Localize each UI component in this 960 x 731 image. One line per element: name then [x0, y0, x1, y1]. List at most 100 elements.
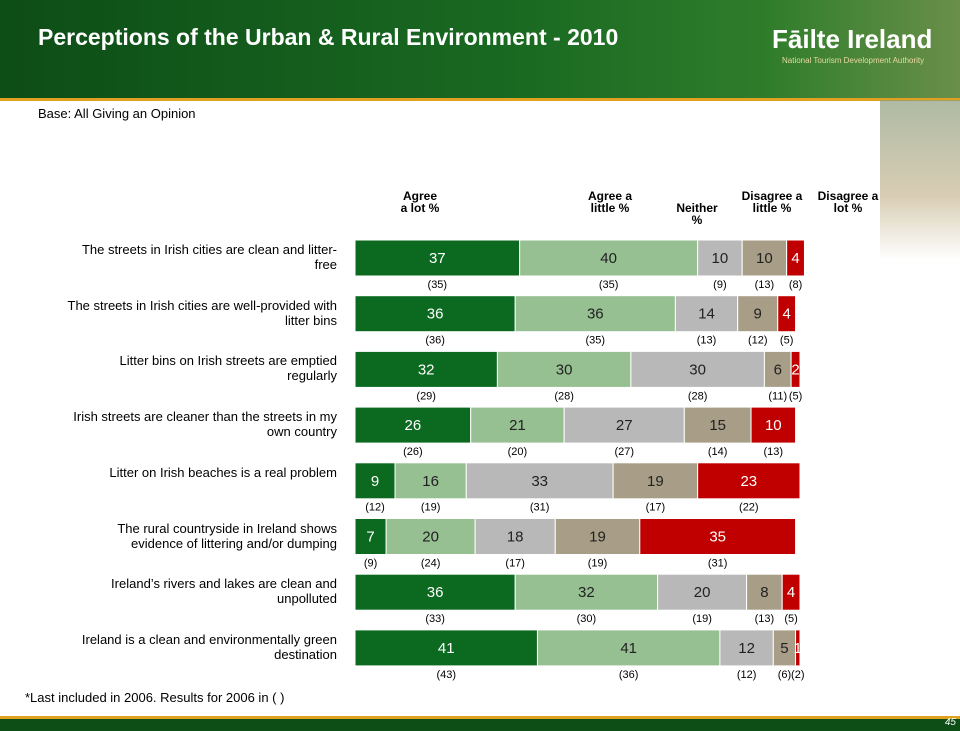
- value-label: 21: [509, 417, 526, 434]
- bar-segment: [474, 518, 556, 555]
- bar-segment: [737, 295, 779, 333]
- previous-label: (5): [789, 390, 802, 402]
- previous-label: (17): [646, 502, 666, 514]
- bar-segment: [554, 518, 641, 555]
- value-label: 12: [738, 640, 755, 657]
- previous-label: (28): [554, 390, 574, 402]
- legend-header: Disagree a little %: [741, 189, 803, 215]
- bar-segment: [465, 462, 614, 500]
- value-label: 32: [418, 361, 435, 378]
- previous-label: (35): [428, 279, 448, 291]
- value-label: 9: [754, 306, 762, 323]
- bar-segment: [354, 350, 498, 388]
- previous-label: (5): [780, 335, 793, 347]
- category-label: Irish streets are cleaner than the stree…: [73, 409, 337, 440]
- header-band: [0, 0, 960, 101]
- value-label: 30: [689, 361, 706, 378]
- value-label: 4: [791, 250, 799, 267]
- previous-label: (6): [778, 669, 791, 681]
- value-label: 16: [422, 473, 439, 490]
- value-label: 19: [589, 528, 606, 545]
- bar-segment: [354, 406, 472, 444]
- category-label: Ireland is a clean and environmentally g…: [81, 631, 337, 662]
- value-label: 14: [698, 306, 715, 323]
- value-label: 10: [765, 417, 782, 434]
- bar-segment: [470, 406, 565, 444]
- bar-segment: [657, 573, 748, 611]
- previous-label: (24): [421, 557, 441, 569]
- footer-band: [0, 716, 960, 731]
- previous-label: (31): [708, 557, 728, 569]
- value-label: 7: [366, 528, 374, 545]
- bar-segment: [536, 629, 721, 667]
- category-label: The streets in Irish cities are well-pro…: [67, 297, 338, 328]
- value-label: 36: [427, 584, 444, 601]
- value-label: 19: [647, 473, 664, 490]
- bar-segment: [697, 239, 743, 277]
- previous-label: (31): [530, 502, 550, 514]
- bar-segment: [514, 573, 659, 611]
- value-label: 10: [756, 250, 773, 267]
- bar-segment: [697, 462, 801, 500]
- value-label: 41: [620, 640, 637, 657]
- legend-header: Agree a lot %: [400, 189, 440, 215]
- value-label: 4: [787, 584, 795, 601]
- bar-segment: [514, 295, 676, 333]
- bar-segment: [354, 239, 521, 277]
- previous-label: (13): [755, 613, 775, 625]
- bar-segment: [354, 462, 396, 500]
- previous-label: (19): [692, 613, 712, 625]
- logo-subtitle: National Tourism Development Authority: [782, 56, 925, 65]
- previous-label: (19): [421, 502, 441, 514]
- legend-header: Neither %: [676, 201, 718, 227]
- previous-label: (36): [425, 335, 445, 347]
- previous-label: (12): [365, 502, 385, 514]
- bar-segment: [790, 350, 801, 388]
- previous-label: (43): [436, 669, 456, 681]
- previous-label: (12): [748, 335, 768, 347]
- legend-header: Agree a little %: [587, 189, 633, 215]
- value-label: 18: [507, 528, 524, 545]
- previous-label: (11): [768, 390, 787, 402]
- previous-label: (9): [713, 279, 726, 291]
- value-label: 4: [782, 306, 790, 323]
- previous-label: (9): [364, 557, 377, 569]
- bar-segment: [639, 518, 797, 555]
- previous-label: (29): [416, 390, 436, 402]
- category-label: Litter on Irish beaches is a real proble…: [109, 464, 337, 480]
- legend-header: Disagree a lot %: [817, 189, 879, 215]
- previous-label: (28): [688, 390, 708, 402]
- category-label: The rural countryside in Ireland shows e…: [117, 520, 337, 551]
- previous-label: (22): [739, 502, 759, 514]
- scenery: [880, 100, 960, 260]
- previous-label: (27): [614, 446, 634, 458]
- logo: Fāilte Ireland: [772, 24, 933, 54]
- bar-segment: [394, 462, 467, 500]
- previous-label: (35): [599, 279, 619, 291]
- value-label: 23: [740, 473, 757, 490]
- footnote: *Last included in 2006. Results for 2006…: [25, 690, 285, 705]
- previous-label: (36): [619, 669, 639, 681]
- base-note: Base: All Giving an Opinion: [38, 106, 196, 121]
- bar-segment: [354, 629, 538, 667]
- category-label: Litter bins on Irish streets are emptied…: [119, 353, 338, 384]
- value-label: 20: [694, 584, 711, 601]
- previous-label: (35): [586, 335, 606, 347]
- previous-label: (14): [708, 446, 728, 458]
- bar-segment: [563, 406, 685, 444]
- previous-label: (26): [403, 446, 423, 458]
- bar-segment: [781, 573, 801, 611]
- value-label: 27: [616, 417, 633, 434]
- bar-segment: [750, 406, 797, 444]
- value-label: 15: [709, 417, 726, 434]
- value-label: 1: [794, 640, 802, 657]
- category-label: The streets in Irish cities are clean an…: [81, 242, 337, 272]
- previous-label: (2): [791, 669, 804, 681]
- value-label: 8: [760, 584, 768, 601]
- value-label: 30: [556, 361, 573, 378]
- previous-label: (19): [588, 557, 608, 569]
- value-label: 33: [531, 473, 548, 490]
- value-label: 32: [578, 584, 595, 601]
- page-number: 45: [944, 717, 956, 728]
